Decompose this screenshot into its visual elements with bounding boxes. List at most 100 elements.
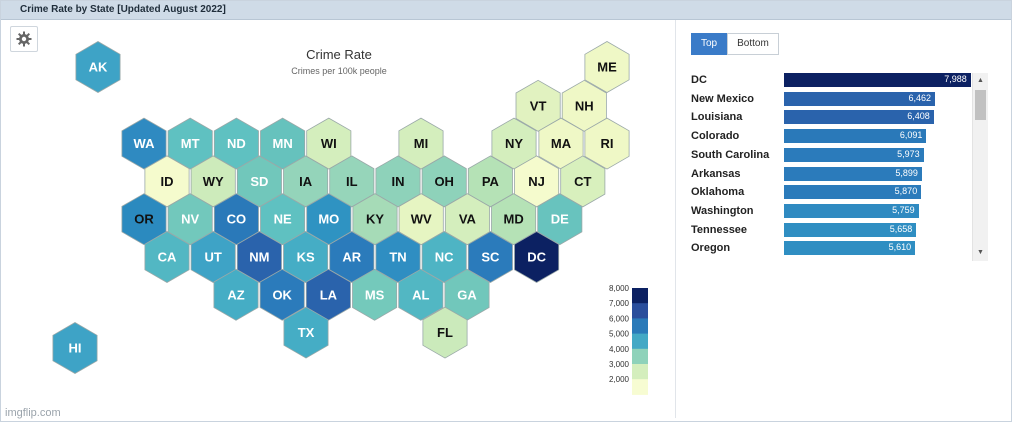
state-hex-nc[interactable] — [421, 231, 467, 283]
bar[interactable]: 6,408 — [784, 110, 934, 125]
state-hex-nh[interactable] — [561, 79, 607, 132]
state-hex-mo[interactable] — [306, 193, 352, 246]
bar-value-label: 6,462 — [908, 92, 932, 103]
tab-bottom[interactable]: Bottom — [727, 33, 779, 55]
bar-row[interactable]: Colorado 6,091 — [691, 127, 991, 146]
state-label-dc: DC — [527, 250, 546, 265]
map-title: Crime Rate — [306, 47, 372, 62]
bar-row[interactable]: Oregon 5,610 — [691, 239, 991, 258]
state-hex-tn[interactable] — [375, 231, 421, 283]
legend-swatch — [632, 333, 648, 350]
state-hex-nv[interactable] — [167, 193, 213, 246]
state-hex-ia[interactable] — [283, 155, 329, 208]
state-label-or: OR — [134, 212, 154, 227]
state-hex-ny[interactable] — [491, 117, 537, 170]
state-hex-ut[interactable] — [190, 231, 236, 283]
bar-value-label: 6,408 — [907, 111, 930, 122]
state-hex-pa[interactable] — [467, 155, 513, 208]
state-hex-ri[interactable] — [584, 117, 630, 170]
state-hex-md[interactable] — [491, 193, 537, 246]
legend-tick-label: 4,000 — [609, 345, 630, 354]
state-hex-nm[interactable] — [236, 231, 282, 283]
state-label-ok: OK — [272, 287, 292, 302]
state-label-wi: WI — [321, 136, 337, 151]
scroll-up-icon[interactable]: ▲ — [977, 77, 984, 84]
state-hex-ky[interactable] — [352, 193, 398, 246]
state-label-mt: MT — [181, 136, 200, 151]
bar-category-label: DC — [691, 74, 707, 86]
state-hex-az[interactable] — [213, 268, 259, 321]
state-hex-wa[interactable] — [121, 117, 167, 170]
state-hex-wy[interactable] — [190, 155, 236, 208]
bar[interactable]: 5,759 — [784, 203, 919, 218]
bar[interactable]: 5,899 — [784, 166, 922, 181]
bar[interactable]: 5,658 — [784, 222, 917, 237]
scroll-thumb[interactable] — [975, 90, 986, 120]
state-hex-hi[interactable] — [52, 322, 98, 374]
state-hex-ak[interactable] — [75, 41, 121, 93]
bar[interactable]: 6,462 — [784, 91, 936, 106]
state-hex-mi[interactable] — [398, 117, 444, 170]
state-hex-mn[interactable] — [260, 117, 306, 170]
state-hex-nd[interactable] — [213, 117, 259, 170]
legend-swatch — [632, 318, 648, 335]
state-hex-me[interactable] — [584, 41, 630, 93]
state-hex-ne[interactable] — [260, 193, 306, 246]
state-label-vt: VT — [530, 98, 547, 113]
state-hex-nj[interactable] — [514, 155, 560, 208]
state-hex-ct[interactable] — [560, 155, 606, 208]
window-title: Crime Rate by State [Updated August 2022… — [20, 4, 226, 15]
bar-row[interactable]: Washington 5,759 — [691, 202, 991, 221]
state-hex-ms[interactable] — [352, 268, 398, 321]
bar-row[interactable]: Oklahoma 5,870 — [691, 183, 991, 202]
state-hex-fl[interactable] — [422, 306, 468, 359]
state-label-md: MD — [503, 212, 523, 227]
tab-top[interactable]: Top — [691, 33, 728, 55]
state-hex-sd[interactable] — [236, 155, 282, 208]
state-label-la: LA — [320, 287, 338, 302]
state-hex-ca[interactable] — [144, 231, 190, 283]
state-hex-mt[interactable] — [167, 117, 213, 170]
state-label-wv: WV — [411, 212, 432, 227]
bar-list-scrollbar[interactable]: ▲ ▼ — [972, 73, 988, 261]
state-hex-id[interactable] — [144, 155, 190, 208]
state-label-tn: TN — [389, 250, 406, 265]
bar-row[interactable]: DC 7,988 — [691, 71, 991, 90]
bar[interactable]: 7,988 — [784, 73, 971, 87]
bar[interactable]: 5,870 — [784, 185, 922, 200]
state-hex-vt[interactable] — [515, 79, 561, 132]
bar[interactable]: 5,610 — [784, 241, 916, 256]
state-hex-ks[interactable] — [283, 231, 329, 283]
state-hex-sc[interactable] — [467, 231, 513, 283]
state-hex-wv[interactable] — [398, 193, 444, 246]
settings-button[interactable] — [10, 26, 38, 52]
state-hex-oh[interactable] — [421, 155, 467, 208]
state-hex-tx[interactable] — [283, 306, 329, 359]
state-hex-in[interactable] — [375, 155, 421, 208]
bar-row[interactable]: Tennessee 5,658 — [691, 221, 991, 240]
state-hex-co[interactable] — [213, 193, 259, 246]
state-hex-va[interactable] — [444, 193, 490, 246]
state-label-me: ME — [597, 60, 617, 75]
state-hex-al[interactable] — [398, 268, 444, 321]
bar-row[interactable]: Louisiana 6,408 — [691, 108, 991, 127]
state-hex-ok[interactable] — [259, 268, 305, 321]
state-hex-or[interactable] — [121, 193, 167, 246]
bar-category-label: Washington — [691, 204, 754, 217]
panel-divider — [675, 20, 676, 418]
bar[interactable]: 5,973 — [784, 147, 924, 162]
state-hex-ar[interactable] — [329, 231, 375, 283]
scroll-down-icon[interactable]: ▼ — [977, 249, 984, 256]
bar-row[interactable]: South Carolina 5,973 — [691, 146, 991, 165]
state-hex-dc[interactable] — [514, 231, 560, 283]
bar-row[interactable]: New Mexico 6,462 — [691, 90, 991, 109]
bar[interactable]: 6,091 — [784, 129, 927, 144]
bar-value-label: 5,973 — [897, 148, 920, 159]
legend-swatch — [632, 364, 648, 380]
state-label-sc: SC — [481, 250, 500, 265]
bar-row[interactable]: Arkansas 5,899 — [691, 165, 991, 184]
state-hex-wi[interactable] — [306, 117, 352, 170]
state-hex-il[interactable] — [329, 155, 375, 208]
state-hex-de[interactable] — [537, 193, 583, 246]
bar-value-label: 5,658 — [889, 223, 913, 234]
